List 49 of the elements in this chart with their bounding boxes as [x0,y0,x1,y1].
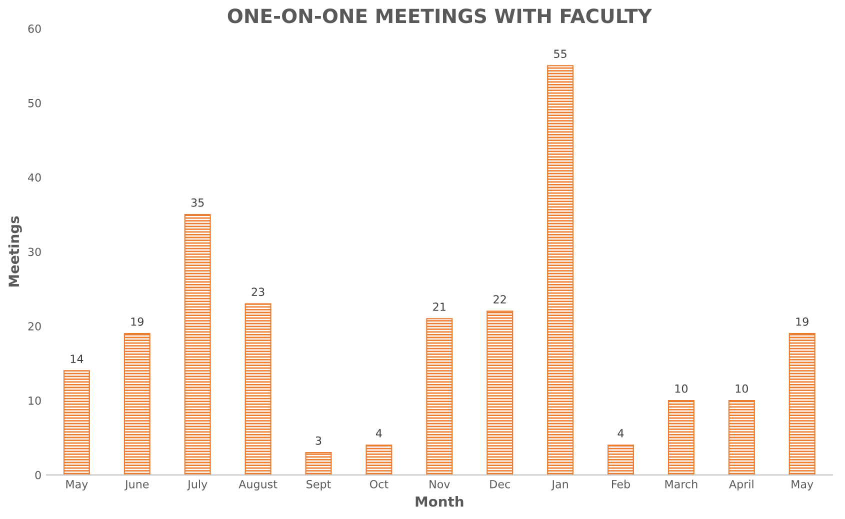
x-tick-label: August [238,480,278,490]
bar [63,370,90,475]
bar [668,400,694,475]
data-label: 23 [252,288,264,296]
chart-title: ONE-ON-ONE MEETINGS WITH FACULTY [228,8,652,24]
data-label: 55 [554,50,566,58]
x-tick-label: Feb [612,480,630,488]
x-axis-title: Month [416,496,464,507]
bar [305,452,332,475]
x-tick-label: Sept [306,480,331,490]
bar [486,310,514,475]
y-tick-label: 30 [28,248,41,256]
bar [788,332,816,475]
bar [608,444,634,475]
data-label: 35 [191,198,204,207]
y-tick-label: 20 [28,322,41,330]
data-label: 19 [796,317,808,326]
bar [184,214,211,475]
y-tick-label: 40 [28,173,41,182]
bar [244,303,272,475]
bar [728,400,755,475]
data-label: 3 [316,436,322,445]
data-label: 10 [736,384,748,393]
x-tick-label: April [729,480,754,490]
bar [124,332,150,475]
y-tick-label: 50 [28,98,41,108]
x-tick-label: Dec [490,480,510,488]
x-tick-label: June [124,480,149,490]
x-tick-label: March [665,480,698,488]
data-label: 14 [70,354,84,363]
data-label: 4 [376,429,382,438]
data-label: 22 [494,295,506,304]
bar [547,65,574,475]
data-label: 21 [433,302,446,311]
data-label: 4 [618,429,624,438]
x-tick-label: Nov [430,480,450,488]
y-axis-title: Meetings [8,216,22,287]
bar [366,444,392,475]
data-label: 19 [131,317,144,326]
x-tick-label: July [187,480,208,490]
x-tick-label: May [792,480,814,490]
x-tick-label: May [66,480,88,490]
y-tick-label: 0 [35,470,41,480]
bar [426,318,453,475]
y-tick-label: 60 [28,24,41,33]
data-label: 10 [675,384,688,393]
x-tick-label: Oct [370,480,388,488]
x-tick-label: Jan [551,480,568,490]
y-tick-label: 10 [28,396,41,405]
